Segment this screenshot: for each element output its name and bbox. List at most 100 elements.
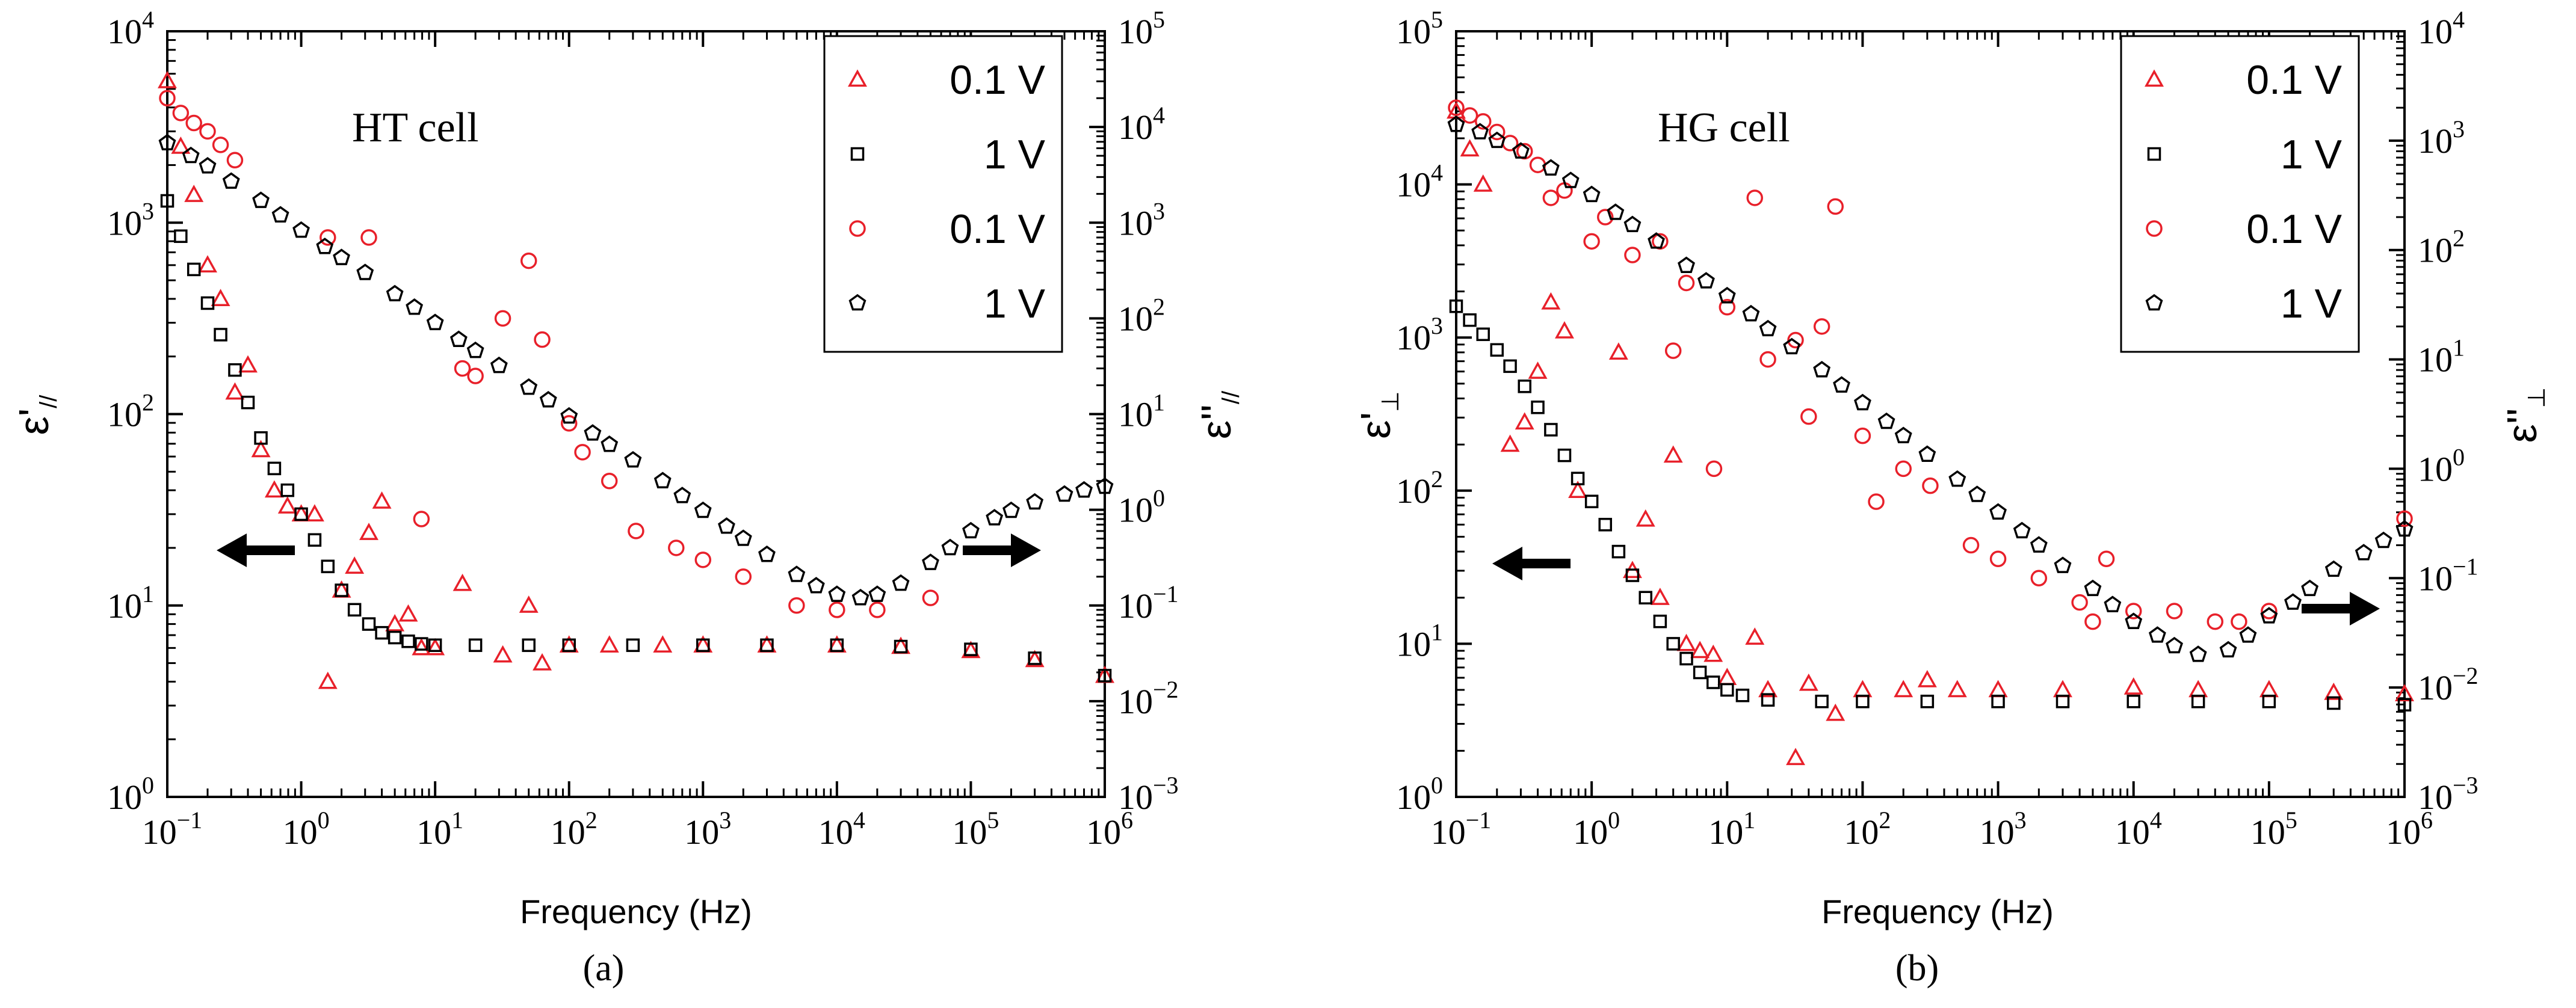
y-right-tick-label: 10−1 [2418, 553, 2479, 598]
data-point [280, 483, 295, 497]
data-point [385, 613, 405, 632]
data-point [1554, 321, 1574, 339]
data-point [892, 574, 910, 591]
data-point [1096, 477, 1114, 494]
data-point [1800, 408, 1817, 425]
data-point [1719, 299, 1736, 316]
y-right-tick-label: 103 [1118, 197, 1165, 242]
data-point [225, 382, 245, 400]
y-right-axis-label: ε''⊥ [2498, 387, 2550, 443]
data-point [1666, 637, 1680, 651]
legend-label: 0.1 V [950, 57, 1045, 103]
data-point [2374, 531, 2392, 549]
data-point [1542, 189, 1560, 206]
legend-marker-pentagon [2145, 293, 2163, 311]
data-point [1678, 274, 1695, 292]
data-point [415, 637, 428, 651]
left-axis-arrow [1492, 547, 1571, 580]
data-point [292, 221, 310, 238]
data-point [1786, 748, 1805, 766]
data-point [1518, 380, 1531, 393]
data-point [1653, 614, 1667, 628]
data-point [1639, 591, 1652, 605]
data-point [449, 330, 468, 347]
data-point [2396, 510, 2413, 527]
data-point [1742, 304, 1760, 322]
data-point [198, 255, 217, 273]
data-point [425, 638, 445, 656]
data-point [1918, 445, 1936, 462]
y-right-tick-label: 10−2 [1118, 676, 1179, 721]
data-point [694, 552, 712, 568]
data-point [626, 638, 640, 653]
x-tick-label: 103 [684, 807, 731, 852]
data-point [962, 521, 980, 539]
data-point [1471, 123, 1489, 140]
data-point [830, 638, 844, 653]
x-tick-label: 104 [818, 807, 865, 852]
data-point [1650, 588, 1670, 605]
data-point [1735, 689, 1750, 702]
data-point [2191, 695, 2205, 708]
data-point [362, 617, 376, 631]
data-point [1678, 256, 1695, 273]
data-point [1541, 292, 1561, 310]
data-point [1833, 376, 1850, 393]
data-point [412, 638, 431, 656]
panel-label: (a) [583, 948, 625, 989]
data-point [1528, 361, 1548, 379]
data-point [1853, 680, 1873, 698]
data-point [1607, 203, 1625, 220]
data-point [254, 431, 268, 445]
right-axis-arrow [2302, 592, 2380, 625]
data-point [1717, 668, 1737, 686]
y-left-tick-label: 103 [1396, 312, 1443, 357]
legend-marker-triangle [2145, 69, 2164, 87]
data-point [584, 424, 602, 441]
data-point [304, 504, 324, 522]
data-point [199, 157, 217, 174]
data-point [1697, 272, 1715, 289]
data-point [1488, 131, 1506, 149]
plot-frame [1455, 30, 2406, 798]
data-point [1028, 651, 1042, 665]
data-point [2324, 682, 2344, 700]
x-tick-label: 101 [416, 807, 463, 852]
data-point [922, 589, 939, 606]
data-point [1799, 673, 1818, 691]
legend-marker-circle [849, 220, 866, 237]
legend-marker-circle [2146, 220, 2163, 237]
y-right-tick-label: 10−3 [1118, 772, 1179, 817]
data-point [1854, 393, 1871, 411]
legend: 0.1 V 1 V 0.1 V 1 V [2120, 35, 2360, 353]
data-point [1761, 693, 1775, 707]
series-1-square [160, 194, 1112, 683]
data-point [1531, 401, 1545, 414]
data-point [222, 172, 240, 189]
x-tick-label: 106 [1086, 807, 1133, 852]
data-point [172, 105, 190, 121]
data-point [347, 603, 362, 617]
data-point [241, 395, 255, 410]
data-point [252, 191, 270, 208]
data-point [1490, 343, 1504, 357]
data-point [1676, 633, 1696, 651]
data-point [539, 391, 557, 408]
data-point [2148, 626, 2166, 643]
y-right-tick-label: 101 [1118, 389, 1165, 434]
x-tick-label: 102 [551, 807, 598, 852]
data-point [1002, 501, 1020, 518]
data-point [320, 229, 336, 246]
x-tick-label: 104 [2115, 807, 2162, 852]
data-point [160, 194, 175, 208]
data-point [560, 415, 578, 432]
chart-panel-b: 10−1 100 101 102 103 104 105 106100101102103104… [1352, 6, 2550, 989]
y-right-axis-label: ε''// [1193, 390, 1244, 439]
data-point [2054, 556, 2072, 573]
data-point [1813, 361, 1831, 378]
data-point [294, 507, 308, 521]
y-right-tick-label: 101 [2418, 334, 2465, 380]
x-tick-label: 102 [1844, 807, 1891, 852]
data-point [1583, 233, 1600, 250]
